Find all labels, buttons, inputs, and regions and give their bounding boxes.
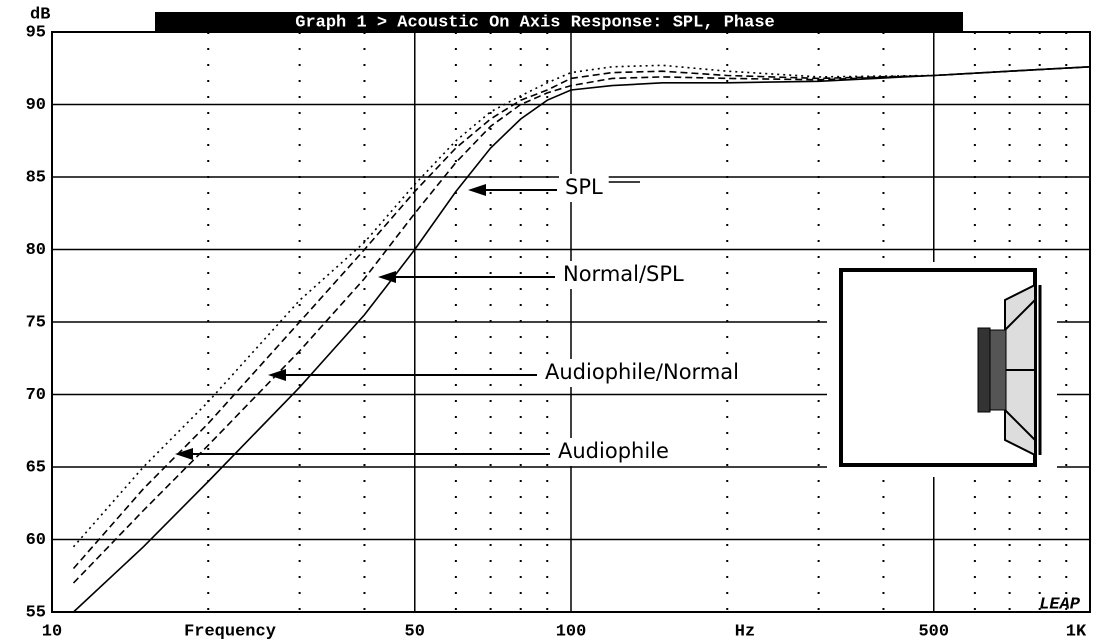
series-line [72,66,1091,613]
chart-title: Graph 1 > Acoustic On Axis Response: SPL… [295,13,774,32]
y-tick-label: 90 [26,96,46,115]
series-line [72,66,1091,570]
legend-label: Normal/SPL [563,262,684,286]
plot-frame [51,31,1091,613]
y-tick-label: 70 [26,386,46,405]
logo: LEAP [1039,595,1081,614]
legend-label: Audiophile [558,439,669,463]
series-line [72,66,1091,584]
x-tick-label: 50 [405,622,425,641]
speaker-magnet [989,329,1007,411]
legend-arrowhead [468,184,486,196]
y-tick-label: 65 [26,458,46,477]
y-tick-label: 75 [26,313,46,332]
title-bar [155,12,963,31]
legend-arrowhead [268,369,286,381]
legend-label: Audiophile/Normal [545,360,739,384]
speaker-inset [827,262,1057,477]
legend-label-bg [539,359,745,387]
x-axis-label: Frequency [184,622,276,641]
x-unit-label: Hz [735,622,755,641]
x-tick-label: 10 [42,622,62,641]
legend-label: SPL [565,175,603,199]
inset-box [839,268,1037,467]
y-tick-label: 95 [26,23,46,42]
y-tick-label: 80 [26,241,46,260]
y-tick-label: 55 [26,603,46,622]
x-tick-label: 100 [556,622,587,641]
x-tick-label: 1K [1066,622,1087,641]
y-tick-label: 85 [26,168,46,187]
legend-arrowhead [175,448,193,460]
y-axis-label: dB [30,5,50,24]
legend-label-bg [557,261,690,289]
legend-arrowhead [378,271,396,283]
speaker-frame [1004,299,1036,441]
x-tick-label: 500 [918,622,949,641]
legend-label-bg [552,438,675,466]
legend-label-bg [559,174,609,202]
speaker-back [977,327,991,413]
y-tick-label: 60 [26,531,46,550]
series-line [72,64,1091,548]
